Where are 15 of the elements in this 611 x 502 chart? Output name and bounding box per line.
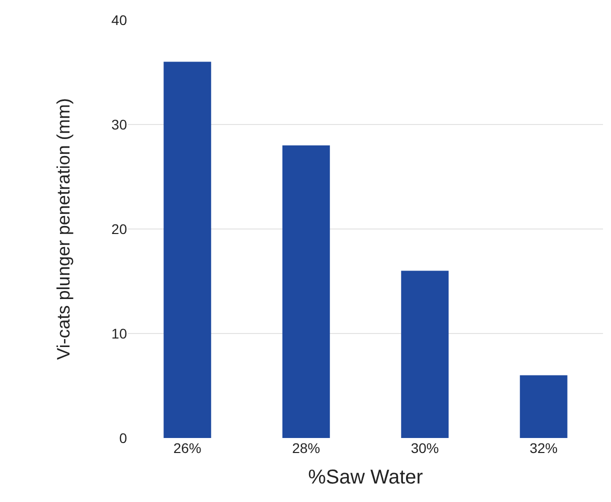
x-tick-label: 32% bbox=[530, 440, 558, 456]
y-tick-label: 40 bbox=[111, 12, 128, 28]
bar bbox=[282, 145, 330, 438]
x-tick-label: 30% bbox=[410, 440, 439, 456]
y-tick-label: 10 bbox=[111, 325, 128, 342]
y-tick-label: 0 bbox=[119, 430, 128, 446]
x-tick-label: 26% bbox=[173, 440, 202, 456]
x-tick-label: 28% bbox=[292, 440, 320, 456]
y-tick-label: 30 bbox=[111, 116, 128, 132]
x-axis-title: %Saw Water bbox=[308, 466, 424, 488]
bar bbox=[164, 62, 212, 438]
bar bbox=[520, 375, 568, 438]
y-tick-label: 20 bbox=[111, 220, 128, 237]
bar bbox=[401, 270, 449, 438]
y-axis-title: Vi-cats plunger penetration (mm) bbox=[54, 98, 74, 360]
